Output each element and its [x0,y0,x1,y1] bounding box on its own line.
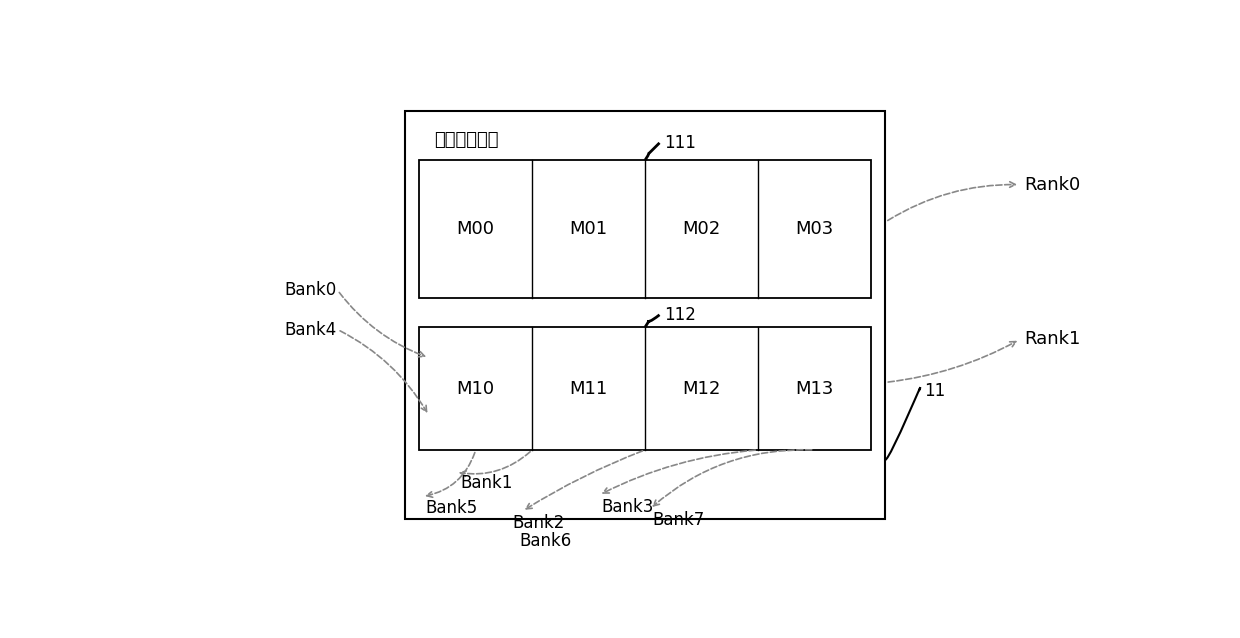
Text: M00: M00 [456,220,495,238]
Text: M02: M02 [682,220,720,238]
Text: M10: M10 [456,380,495,397]
Text: M13: M13 [795,380,833,397]
Text: 请求解析单元: 请求解析单元 [434,131,498,149]
Text: Rank0: Rank0 [1024,175,1081,194]
Text: Bank5: Bank5 [425,499,477,517]
Text: Bank6: Bank6 [520,533,572,551]
Text: Bank7: Bank7 [652,511,706,530]
Text: Bank0: Bank0 [285,281,337,299]
Text: Bank3: Bank3 [601,498,655,516]
Text: M11: M11 [569,380,608,397]
Text: Bank4: Bank4 [285,320,337,339]
Bar [419,160,870,297]
Text: 111: 111 [665,134,696,152]
Text: M01: M01 [569,220,608,238]
Text: Rank1: Rank1 [1024,330,1081,348]
Text: Bank1: Bank1 [460,475,513,493]
Text: M03: M03 [795,220,833,238]
Text: M12: M12 [682,380,720,397]
Bar [404,111,885,519]
Text: Bank2: Bank2 [512,514,565,532]
Text: 112: 112 [665,306,696,324]
Bar [419,327,870,450]
Text: 11: 11 [924,382,945,400]
